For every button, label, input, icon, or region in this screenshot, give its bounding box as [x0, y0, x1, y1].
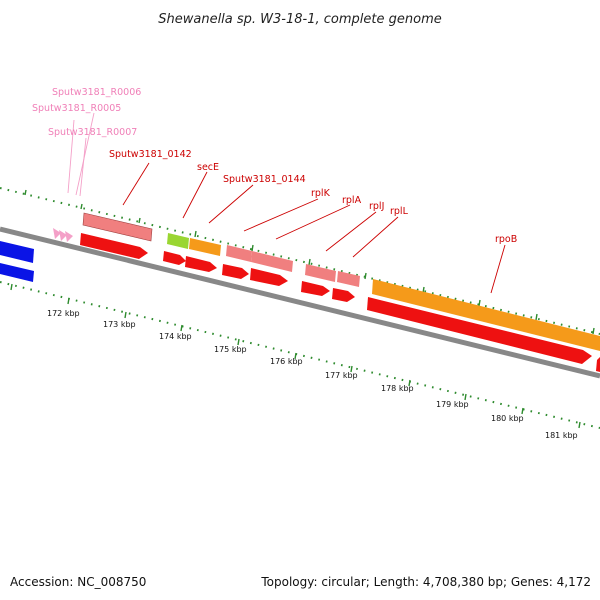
- trna-R0007: [65, 231, 73, 242]
- scale-label-174: 174 kbp: [159, 332, 192, 341]
- gene-box-0142: [82, 212, 153, 242]
- trna-R0006: [53, 228, 61, 239]
- gene-labels: Sputw3181_R0006 Sputw3181_R0005 Sputw318…: [32, 87, 517, 245]
- genome-backbone: [0, 226, 600, 379]
- cds-arrow-secE: [163, 251, 186, 265]
- neighbor-features: [0, 241, 34, 282]
- scale-label-179: 179 kbp: [436, 400, 469, 409]
- label-secE: secE: [197, 162, 219, 173]
- scale-label-181: 181 kbp: [545, 431, 578, 440]
- genome-summary-text: Topology: circular; Length: 4,708,380 bp…: [260, 575, 591, 589]
- lower-dots: [0, 281, 600, 429]
- label-rpoB: rpoB: [495, 234, 517, 245]
- gene-box-rpoB: [372, 279, 600, 351]
- label-rplL: rplL: [390, 206, 409, 217]
- scale-label-173: 173 kbp: [103, 320, 136, 329]
- scale-labels: 172 kbp 173 kbp 174 kbp 175 kbp 176 kbp …: [47, 309, 578, 440]
- scale-label-172: 172 kbp: [47, 309, 80, 318]
- label-0144: Sputw3181_0144: [223, 174, 306, 185]
- scale-label-175: 175 kbp: [214, 345, 247, 354]
- gene-boxes: [82, 212, 600, 351]
- gene-box-rplA: [251, 251, 293, 272]
- blue-feature-lower: [0, 263, 34, 282]
- gene-box-0144: [189, 238, 221, 256]
- label-R0005: Sputw3181_R0005: [32, 103, 121, 114]
- leader-lines: [67, 112, 506, 294]
- upper-dots: [0, 187, 600, 335]
- accession-text: Accession: NC_008750: [10, 575, 146, 589]
- scale-label-177: 177 kbp: [325, 371, 358, 380]
- upper-scale: [0, 187, 600, 335]
- trna-markers: [53, 228, 73, 242]
- label-rplK: rplK: [311, 188, 331, 199]
- upper-major-ticks: [24, 189, 595, 335]
- cds-arrow-rplJ: [301, 281, 330, 296]
- scale-label-176: 176 kbp: [270, 357, 303, 366]
- lower-major-ticks: [10, 283, 581, 429]
- gene-box-rplK: [226, 245, 252, 262]
- gene-box-rplJ: [305, 264, 336, 282]
- label-rplA: rplA: [342, 195, 362, 206]
- label-R0006: Sputw3181_R0006: [52, 87, 141, 98]
- cds-arrow-rplA: [250, 268, 288, 286]
- cds-arrow-rpoB: [367, 297, 592, 364]
- gene-box-rplL: [337, 271, 360, 287]
- cds-arrow-0144: [185, 256, 217, 272]
- label-R0007: Sputw3181_R0007: [48, 127, 137, 138]
- scale-label-180: 180 kbp: [491, 414, 524, 423]
- genome-title: Shewanella sp. W3-18-1, complete genome: [158, 12, 441, 27]
- lower-scale: [0, 281, 600, 429]
- cds-arrows: [80, 233, 600, 372]
- blue-feature-upper: [0, 241, 34, 263]
- trna-R0005: [59, 230, 67, 241]
- gene-box-secE: [167, 233, 189, 249]
- cds-arrow-next: [596, 357, 600, 372]
- cds-arrow-0142: [80, 233, 148, 259]
- label-rplJ: rplJ: [369, 201, 384, 212]
- scale-label-178: 178 kbp: [381, 384, 414, 393]
- cds-arrow-rplL: [332, 288, 355, 302]
- cds-arrow-rplK: [222, 264, 249, 279]
- label-0142: Sputw3181_0142: [109, 149, 192, 160]
